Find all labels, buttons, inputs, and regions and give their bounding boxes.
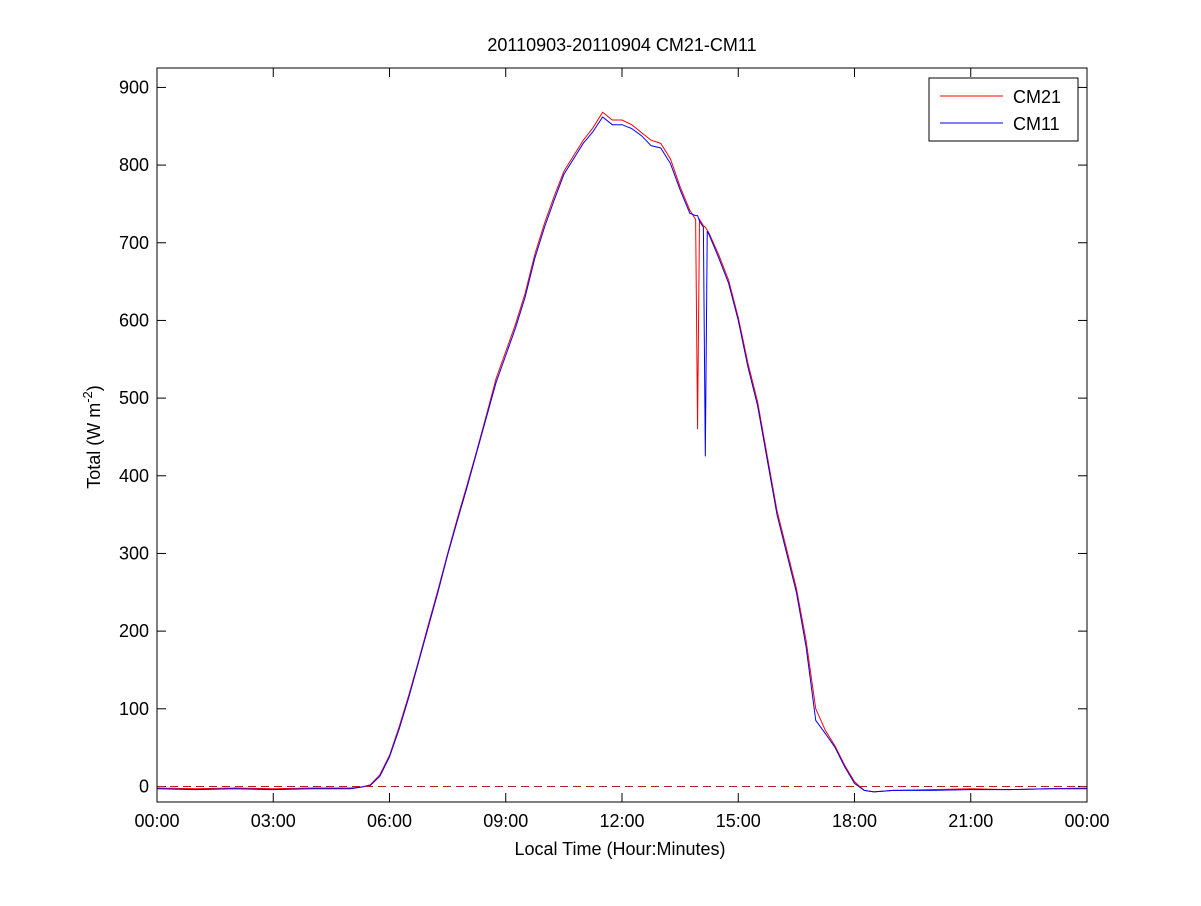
y-tick-label: 800 (119, 155, 149, 175)
y-label-end: ) (84, 385, 104, 391)
x-tick-label: 06:00 (367, 811, 412, 831)
y-tick-label: 500 (119, 388, 149, 408)
x-tick-label: 21:00 (948, 811, 993, 831)
x-tick-label: 18:00 (832, 811, 877, 831)
x-tick-label: 15:00 (716, 811, 761, 831)
data-line (156, 116, 1087, 793)
x-tick-label: 09:00 (483, 811, 528, 831)
x-tick-label: 00:00 (1064, 811, 1109, 831)
y-tick-label: 0 (139, 776, 149, 796)
y-tick-label: 900 (119, 77, 149, 97)
x-axis-label: Local Time (Hour:Minutes) (514, 839, 725, 859)
x-tick-label: 03:00 (251, 811, 296, 831)
y-tick-label: 300 (119, 543, 149, 563)
y-tick-label: 600 (119, 310, 149, 330)
x-tick-label: 00:00 (134, 811, 179, 831)
y-tick-label: 100 (119, 699, 149, 719)
plot-frame (156, 67, 1088, 803)
y-tick-label: 700 (119, 233, 149, 253)
legend-label: CM21 (1013, 87, 1061, 107)
legend-box (928, 77, 1079, 142)
x-tick-label: 12:00 (599, 811, 644, 831)
y-tick-label: 400 (119, 466, 149, 486)
legend-label: CM11 (1013, 114, 1060, 134)
chart-title: 20110903-20110904 CM21-CM11 (487, 35, 756, 55)
y-label-text: Total (W m (84, 403, 104, 489)
y-axis-label: Total (W m-2) (80, 385, 104, 489)
y-label-sup: -2 (80, 391, 95, 403)
y-tick-label: 200 (119, 621, 149, 641)
